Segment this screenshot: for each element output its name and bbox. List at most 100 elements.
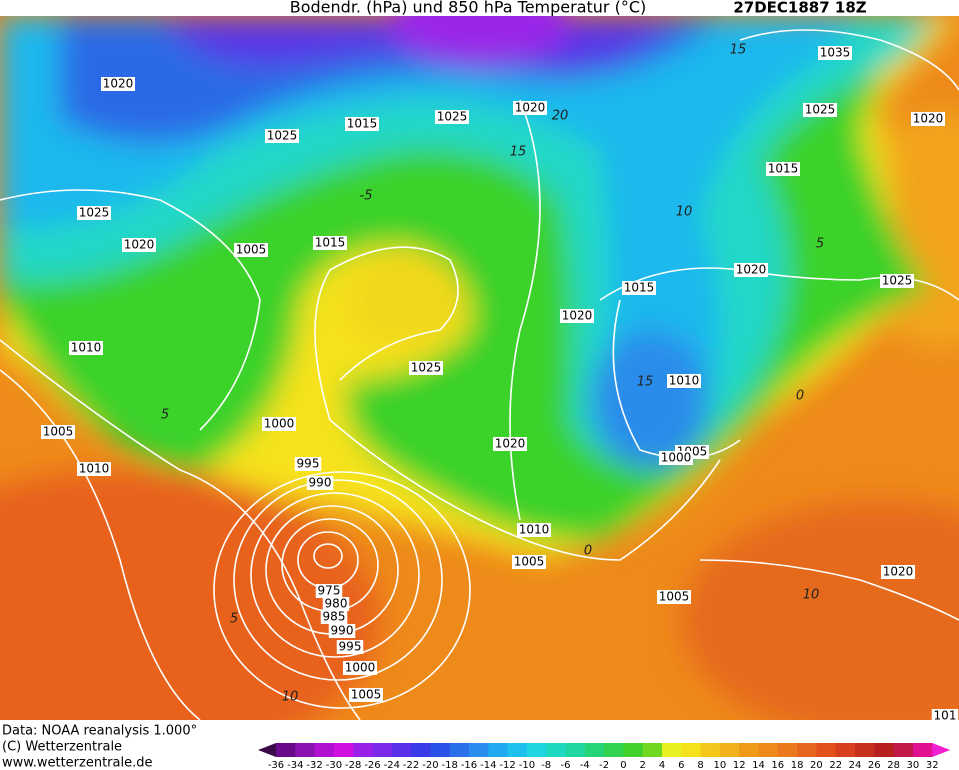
isobar-label: 1010 [669,374,700,388]
isobar-label: 1015 [624,281,655,295]
temperature-label: -5 [360,189,373,204]
temperature-label: 10 [803,588,820,603]
isobar-label: 995 [297,457,320,471]
colorbar-swatch [546,743,566,757]
isobar-label: 1025 [267,129,298,143]
isobar-label: 1020 [736,263,767,277]
colorbar-tick-label: -26 [364,760,380,770]
isobar-label-bg [803,103,837,117]
colorbar-tick-label: -20 [422,760,438,770]
colorbar-tick-label: -16 [461,760,477,770]
colorbar-swatch [372,743,393,757]
isobar-label-bg [320,610,348,624]
colorbar-tick-label: -36 [268,760,284,770]
isobar-label: 995 [339,640,362,654]
isobar-label-bg [315,584,343,598]
colorbar-swatch [700,743,721,757]
isobar-label: 1025 [882,274,913,288]
isobar-label-bg [349,688,383,702]
isobar-label-bg [262,417,296,431]
colorbar-tick-label: -28 [345,760,361,770]
isobar-label-bg [77,206,111,220]
isobar-label-bg [766,162,800,176]
colorbar-swatch [469,743,489,757]
colorbar-swatch [565,743,586,757]
colorbar-swatch [584,743,605,757]
isobar-label-bg [234,243,268,257]
colorbar-swatch [835,743,856,757]
temperature-label: 15 [730,43,747,58]
temperature-label: 5 [161,408,169,423]
isobar-label: 1020 [562,309,593,323]
colorbar-swatch [604,743,624,757]
footer-line: Data: NOAA reanalysis 1.000° [2,724,197,739]
isobar-label: 975 [318,584,341,598]
colorbar-tick-label: -32 [306,760,322,770]
temperature-label: 15 [510,145,527,160]
temperature-label: 10 [282,690,299,705]
colorbar-swatch [314,743,335,757]
isobar-label-bg [77,462,111,476]
colorbar-tick-label: 4 [659,760,665,770]
isobar-label: 1020 [913,112,944,126]
colorbar-tick-label: 22 [829,760,842,770]
isobar-label: 1005 [236,243,267,257]
colorbar-swatch [855,743,875,757]
colorbar-end [258,743,276,757]
isobar-label-bg [911,112,945,126]
isobar-label-bg [667,374,701,388]
isobar-label-bg [560,309,594,323]
colorbar-swatch [874,743,895,757]
isobar-label-bg [659,451,693,465]
isobar-label: 1005 [351,688,382,702]
isobar-label: 985 [323,610,346,624]
isobar-label-bg [880,274,914,288]
isobar-label-bg [345,117,379,131]
colorbar-swatch [681,743,702,757]
footer-line: (C) Wetterzentrale [2,740,122,755]
colorbar-end [932,743,951,757]
colorbar-tick-label: -12 [499,760,515,770]
colorbar-swatch [777,743,798,757]
colorbar-tick-label: -30 [326,760,342,770]
colorbar-tick-label: 14 [752,760,765,770]
colorbar-swatch [526,743,547,757]
header-bg [0,0,959,16]
temperature-label: 5 [816,237,824,252]
colorbar-tick-label: 8 [697,760,703,770]
colorbar-swatch [758,743,779,757]
isobar-label-bg [101,77,135,91]
colorbar-swatch [912,743,933,757]
isobar-label: 1000 [264,417,295,431]
isobar-label-bg [818,46,852,60]
isobar-label-bg [322,597,350,611]
isobar-label: 1025 [411,361,442,375]
isobar-label-bg [657,590,691,604]
colorbar-swatch [333,743,354,757]
isobar-label-bg [306,476,334,490]
colorbar-swatch [719,743,740,757]
date: 27DEC1887 18Z [733,0,866,17]
isobar-label: 1020 [495,437,526,451]
isobar-label: 1010 [71,341,102,355]
isobar-label-bg [435,110,469,124]
colorbar-tick-label: -24 [384,760,400,770]
isobar-label-bg [734,263,768,277]
isobar-label: 1000 [661,451,692,465]
colorbar-tick-label: 28 [887,760,900,770]
colorbar-tick-label: -18 [442,760,458,770]
colorbar-tick-label: 10 [714,760,727,770]
isobar-label: 1005 [659,590,690,604]
temperature-label: 0 [584,544,592,559]
isobar-label-bg [343,661,377,675]
isobar-label-bg [512,555,546,569]
colorbar-tick-label: -8 [541,760,551,770]
colorbar-swatch [739,743,759,757]
colorbar-tick-label: 16 [771,760,784,770]
colorbar-tick-label: 0 [620,760,626,770]
footer-line: www.wetterzentrale.de [2,756,152,770]
temperature-label: 20 [552,109,569,124]
colorbar-tick-label: 20 [810,760,823,770]
isobar-label: 1020 [515,101,546,115]
isobar-label: 1015 [347,117,378,131]
